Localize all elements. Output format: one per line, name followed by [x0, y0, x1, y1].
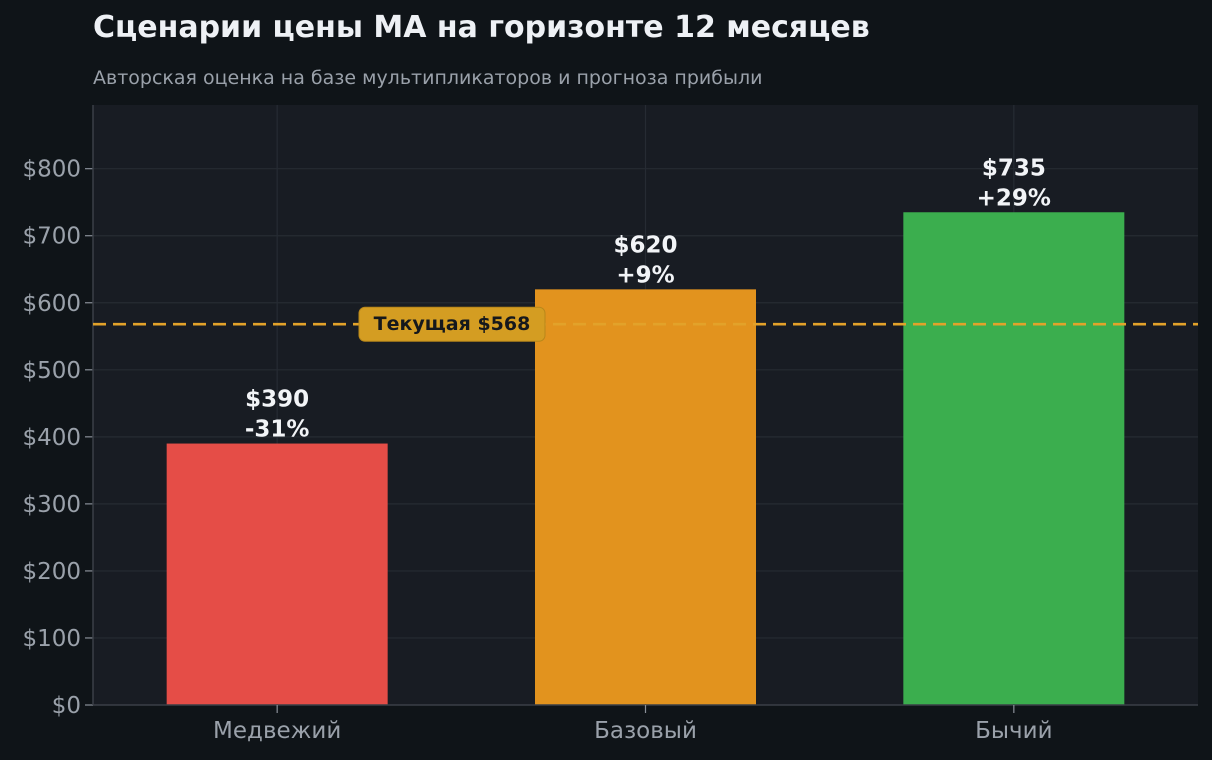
y-tick-label: $400 [22, 425, 81, 451]
x-tick-label: Базовый [594, 718, 697, 744]
bar-2 [535, 289, 756, 705]
reference-line-group: Текущая $568 [93, 306, 1198, 342]
axes: $0 $100 $200 $300 $400 $500 $600 $700 $800 Медвеж… [22, 105, 1198, 744]
y-tick-label: $800 [22, 157, 81, 183]
current-price-label-box [358, 306, 546, 342]
bar-labels: $390 -31% $620 +9% $735 +29% [245, 155, 1051, 442]
bar-change-label: +9% [616, 262, 674, 288]
y-tick-label: $500 [22, 358, 81, 384]
x-tick-label: Медвежий [213, 718, 341, 744]
bar-3 [903, 212, 1125, 705]
y-tick-label: $200 [22, 559, 81, 585]
bar-change-label: -31% [245, 417, 310, 443]
bar-value-label: $620 [613, 232, 677, 258]
y-tick-label: $600 [22, 291, 81, 317]
y-tick-label: $100 [22, 626, 81, 652]
bar-value-label: $735 [982, 155, 1046, 181]
y-tick-label: $300 [22, 492, 81, 518]
y-tick-label: $0 [52, 693, 81, 719]
chart-title: Сценарии цены MA на горизонте 12 месяцев [93, 10, 870, 45]
bar-change-label: +29% [977, 185, 1051, 211]
bars [166, 212, 1125, 705]
bar-1 [166, 443, 388, 705]
current-price-label: Текущая $568 [374, 313, 531, 335]
chart-subtitle: Авторская оценка на базе мультипликаторо… [93, 67, 762, 89]
y-tick-label: $700 [22, 224, 81, 250]
x-tick-label: Бычий [975, 718, 1052, 744]
bar-value-label: $390 [245, 387, 309, 413]
